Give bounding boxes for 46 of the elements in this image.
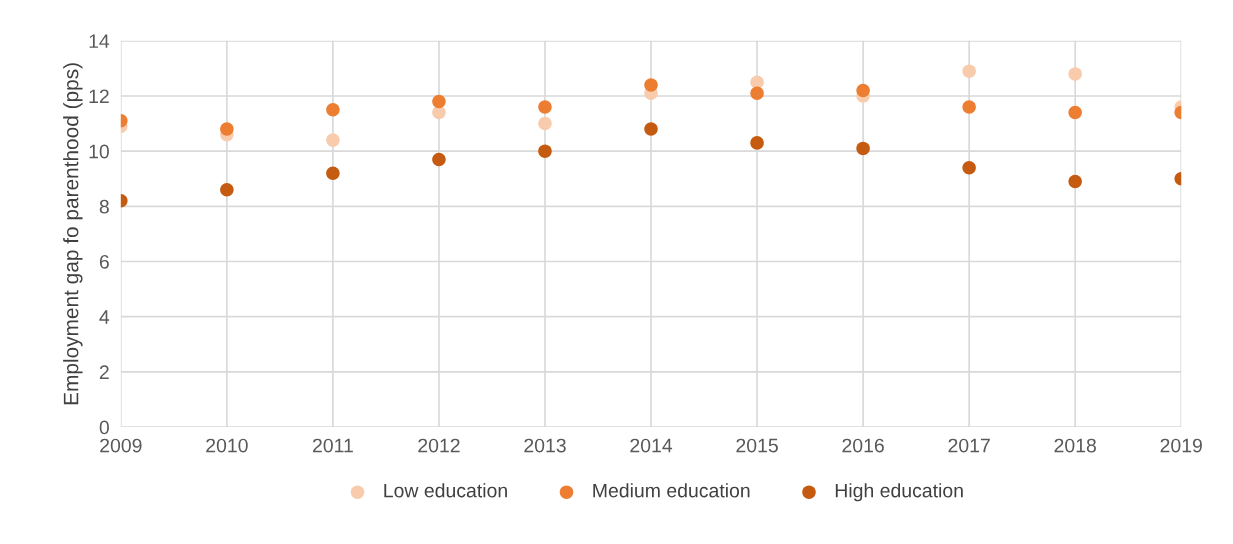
point <box>326 103 340 117</box>
x-tick-label: 2009 <box>100 438 142 453</box>
point <box>432 152 446 167</box>
y-axis-title: Employment gap fo parenthood (pps) <box>63 63 83 405</box>
point <box>538 100 552 114</box>
x-tick-label: 2016 <box>842 438 884 453</box>
point <box>1068 67 1082 81</box>
point <box>962 64 976 78</box>
point <box>326 166 340 180</box>
y-tick-label: 4 <box>99 310 110 324</box>
point <box>220 122 234 136</box>
x-tick-label: 2015 <box>736 438 778 453</box>
point <box>750 136 764 150</box>
x-tick-label: 2010 <box>206 438 248 453</box>
point <box>856 141 870 156</box>
x-tick-label: 2018 <box>1054 438 1096 453</box>
point <box>432 94 446 109</box>
point <box>326 133 340 147</box>
point <box>538 116 552 131</box>
y-tick-label: 0 <box>99 420 109 435</box>
x-tick-label: 2011 <box>312 438 353 453</box>
x-tick-label: 2013 <box>524 438 566 453</box>
point <box>1068 105 1082 120</box>
point <box>644 122 658 136</box>
point <box>750 75 764 89</box>
x-tick-label: 2012 <box>418 438 460 453</box>
y-tick-label: 8 <box>99 199 109 214</box>
point <box>962 160 976 175</box>
y-tick-label: 14 <box>89 34 110 48</box>
point <box>644 78 658 92</box>
point <box>750 86 764 100</box>
y-tick-label: 12 <box>89 89 109 104</box>
point <box>962 100 976 114</box>
x-tick-label: 2019 <box>1160 438 1202 453</box>
x-tick-label: 2014 <box>630 438 673 453</box>
legend-label: High education <box>835 483 963 502</box>
point <box>538 144 552 158</box>
y-tick-label: 2 <box>99 365 109 379</box>
x-tick-label: 2017 <box>948 438 990 453</box>
y-tick-label: 6 <box>99 254 109 269</box>
legend-label: Low education <box>384 483 507 498</box>
legend-label: Medium education <box>593 483 750 498</box>
point <box>220 183 234 197</box>
point <box>1068 174 1082 189</box>
y-tick-label: 10 <box>89 144 109 159</box>
point <box>856 83 870 98</box>
